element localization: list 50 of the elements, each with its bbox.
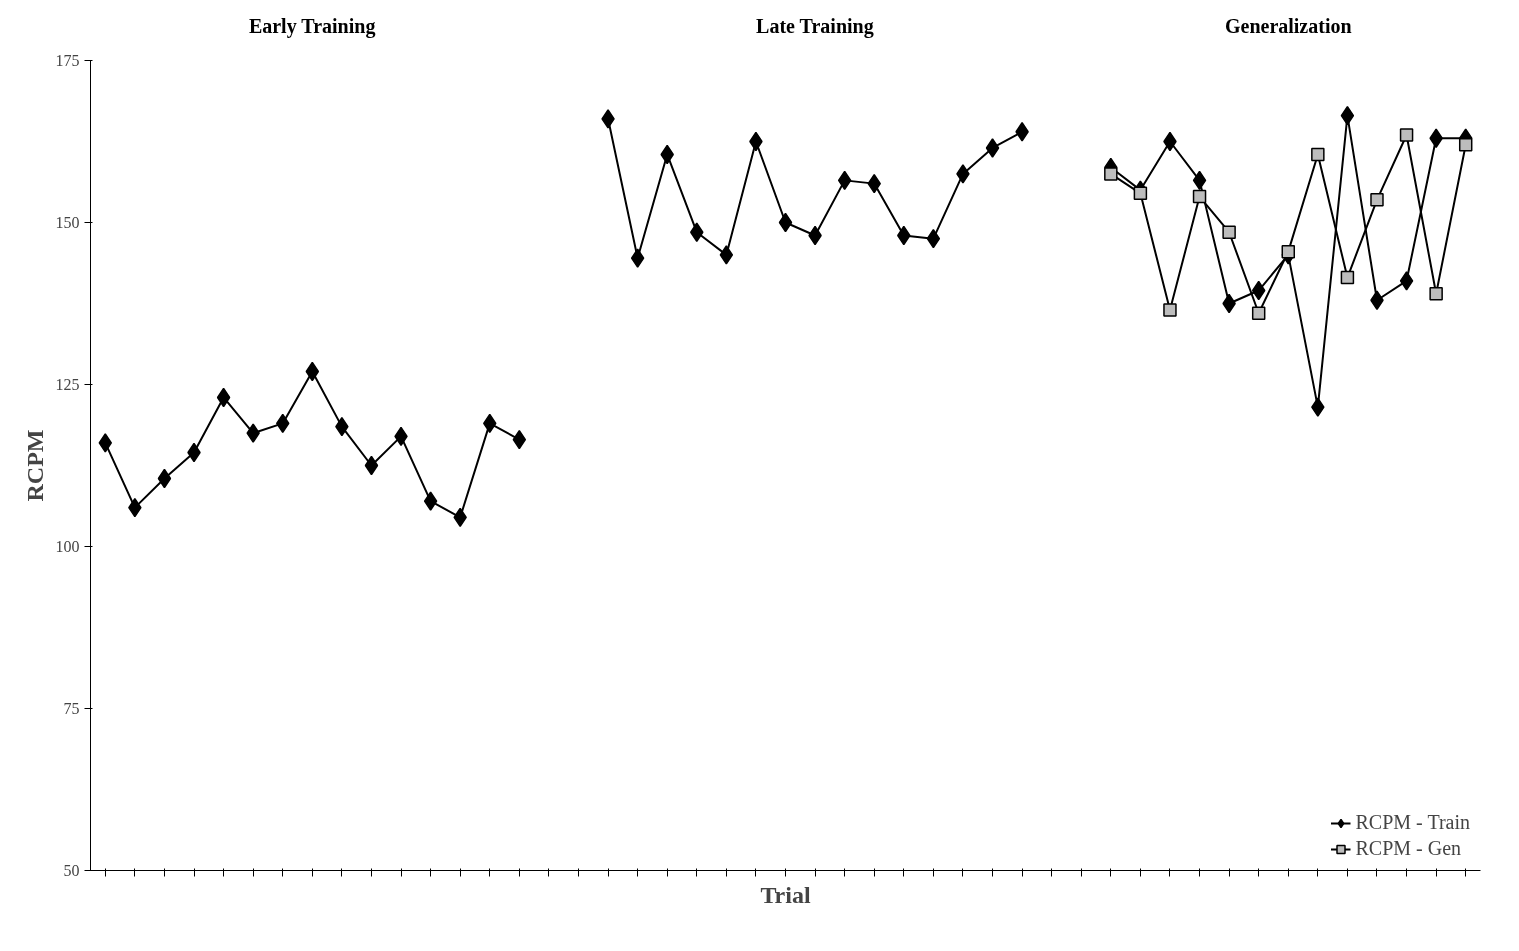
point [1104,167,1118,181]
point [630,248,645,268]
point [1192,189,1207,204]
point [216,387,231,408]
y-tick-label: 75 [63,700,80,717]
x-axis-title: Trial [760,881,811,908]
y-tick-label: 100 [55,538,80,555]
point [1311,397,1325,417]
point [364,455,379,476]
y-tick-label: 50 [63,862,80,879]
point [1311,147,1325,162]
point [1133,186,1148,201]
text: Late Training [756,14,874,38]
point [1222,225,1236,239]
point [305,361,320,382]
point [246,423,260,443]
point [956,164,970,184]
point [1281,244,1296,259]
point [1429,287,1443,301]
text: Generalization [1224,14,1352,37]
point [98,433,113,453]
y-tick-label: 125 [55,376,80,393]
point [157,468,172,489]
point [719,245,734,265]
point [985,138,1000,158]
text: Early Training [248,14,376,38]
point [512,429,527,450]
y-tick-label: 150 [55,214,80,231]
point [778,212,793,233]
legend-label: RCPM - Gen [1355,837,1462,860]
point [1163,303,1177,317]
point [601,109,615,129]
point [1399,128,1414,142]
point [1370,193,1384,207]
point [1015,122,1029,142]
point [926,228,941,249]
point [1251,280,1266,301]
point [1192,170,1207,191]
legend-label: RCPM - Train [1355,811,1470,834]
point [837,170,852,191]
point [1399,271,1414,291]
point [423,491,438,511]
point [1340,105,1355,126]
y-axis-title: RCPM [21,429,48,502]
point [1340,270,1355,285]
y-tick-label: 175 [55,52,80,69]
point [1458,137,1473,152]
point [275,413,290,434]
point [1251,306,1266,320]
point [690,222,704,242]
